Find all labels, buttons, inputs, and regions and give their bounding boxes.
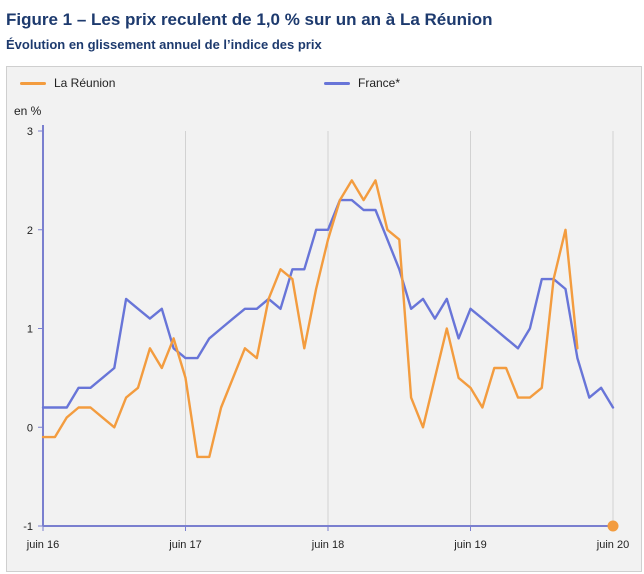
legend-swatch-france [324,81,350,85]
x-tick-label-0: juin 16 [26,539,59,551]
series-point-la-reunion-1 [607,520,619,532]
chart-title: Figure 1 – Les prix reculent de 1,0 % su… [6,10,493,29]
y-axis-unit-label: en % [14,104,42,118]
legend-item-la-reunion[interactable]: La Réunion [20,75,115,91]
series-line-france-0 [41,198,615,409]
x-tick-label-3: juin 19 [453,539,486,551]
y-tick-label-3: 0 [27,422,33,434]
x-tick-label-4: juin 20 [596,539,629,551]
legend-swatch-la-reunion [20,81,46,85]
chart-subtitle: Évolution en glissement annuel de l’indi… [6,37,322,52]
legend-label-france: France* [358,76,401,90]
legend-item-france[interactable]: France* [324,75,400,91]
x-tick-label-2: juin 18 [311,539,344,551]
y-tick-label-0: 3 [27,126,33,138]
y-tick-label-1: 2 [27,225,33,237]
chart-panel [6,66,642,572]
series-line-la-reunion-0 [41,179,579,459]
y-tick-label-2: 1 [27,324,33,336]
y-tick-label-4: -1 [23,521,33,533]
x-tick-label-1: juin 17 [168,539,201,551]
legend-label-la-reunion: La Réunion [54,76,116,90]
